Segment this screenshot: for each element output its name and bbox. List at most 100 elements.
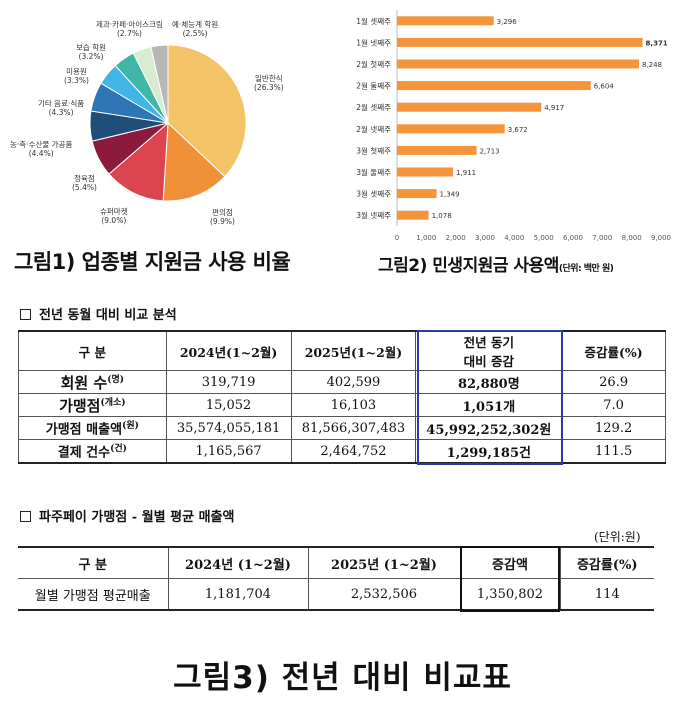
pie-chart-svg bbox=[89, 44, 247, 202]
x-tick-label: 8,000 bbox=[622, 234, 642, 242]
cell-diff: 1,299,185건 bbox=[415, 439, 563, 464]
category-label: 3월 셋째주 bbox=[356, 189, 391, 199]
cell-2024: 1,181,704 bbox=[167, 578, 308, 611]
bar-8 bbox=[397, 189, 437, 199]
table-row: 가맹점(개소) 15,052 16,103 1,051개 7.0 bbox=[18, 393, 666, 417]
header-rate: 증감률(%) bbox=[561, 330, 666, 371]
pie-label-convenience: 편의점 (9.9%) bbox=[210, 208, 235, 226]
cell-2024: 35,574,055,181 bbox=[165, 416, 292, 440]
checkbox-square-icon bbox=[20, 511, 31, 522]
data-label: 8,248 bbox=[642, 61, 662, 69]
pie-slice-2 bbox=[108, 121, 169, 202]
cell-diff: 1,051개 bbox=[415, 393, 563, 417]
header-category: 구 분 bbox=[18, 330, 167, 371]
bar-4 bbox=[397, 102, 542, 112]
table-row: 결제 건수(건) 1,165,567 2,464,752 1,299,185건 … bbox=[18, 439, 666, 464]
cell-2025: 16,103 bbox=[290, 393, 417, 417]
bar-3 bbox=[397, 81, 591, 91]
bar-1 bbox=[397, 37, 643, 47]
cell-rate: 111.5 bbox=[561, 439, 666, 464]
data-label: 6,604 bbox=[594, 83, 615, 91]
cell-rate: 129.2 bbox=[561, 416, 666, 440]
x-tick-label: 3,000 bbox=[475, 234, 495, 242]
pie-label-butcher: 정육점 (5.4%) bbox=[72, 174, 97, 192]
x-tick-label: 0 bbox=[395, 234, 399, 242]
table-row: 회원 수(명) 319,719 402,599 82,880명 26.9 bbox=[18, 370, 666, 394]
row-label: 월별 가맹점 평균매출 bbox=[18, 578, 168, 611]
figure2-caption: 그림2) 민생지원금 사용액(단위: 백만 원) bbox=[378, 256, 614, 276]
pie-label-cafe: 제과·카페·아이스크림 (2.7%) bbox=[96, 20, 163, 38]
pie-label-other-food: 기타 음료·식품 (4.3%) bbox=[38, 99, 85, 117]
header-2024: 2024년 (1~2월) bbox=[167, 546, 308, 579]
monthly-sales-table: 구 분 2024년 (1~2월) 2025년 (1~2월) 증감액 증감률(%)… bbox=[18, 546, 654, 611]
header-2025: 2025년(1~2월) bbox=[290, 330, 417, 371]
category-label: 2월 첫째주 bbox=[356, 59, 391, 69]
data-label: 4,917 bbox=[544, 104, 564, 112]
category-label: 1월 넷째주 bbox=[356, 37, 391, 47]
pie-slice-9 bbox=[150, 44, 169, 124]
x-tick-label: 7,000 bbox=[592, 234, 612, 242]
category-label: 2월 넷째주 bbox=[356, 124, 391, 134]
table-row: 월별 가맹점 평균매출 1,181,704 2,532,506 1,350,80… bbox=[18, 578, 654, 611]
data-label: 1,911 bbox=[456, 169, 476, 177]
table1-heading: 전년 동월 대비 비교 분석 bbox=[20, 304, 177, 323]
x-tick-label: 2,000 bbox=[446, 234, 466, 242]
table-header-row: 구 분 2024년 (1~2월) 2025년 (1~2월) 증감액 증감률(%) bbox=[18, 546, 654, 579]
cell-rate: 114 bbox=[559, 578, 654, 611]
data-label: 3,672 bbox=[508, 126, 528, 134]
cell-2024: 1,165,567 bbox=[165, 439, 292, 464]
comparison-table: 구 분 2024년(1~2월) 2025년(1~2월) 전년 동기 대비 증감 증… bbox=[18, 330, 666, 464]
bar-0 bbox=[397, 16, 494, 26]
category-label: 3월 첫째주 bbox=[356, 145, 391, 155]
cell-2025: 2,532,506 bbox=[307, 578, 460, 611]
header-diff: 증감액 bbox=[459, 546, 560, 579]
header-diff: 전년 동기 대비 증감 bbox=[415, 330, 563, 371]
category-label: 2월 셋째주 bbox=[356, 102, 391, 112]
row-label: 회원 수(명) bbox=[18, 370, 167, 394]
table2-heading: 파주페이 가맹점 - 월별 평균 매출액 bbox=[20, 506, 234, 525]
bar-chart-svg: 1월 셋째주 3,296 1월 넷째주 8,371 2월 첫째주 8,248 2월 둘째주 6… bbox=[356, 10, 671, 242]
data-label: 8,371 bbox=[646, 39, 668, 47]
figure3-caption: 그림3) 전년 대비 비교표 bbox=[173, 660, 512, 696]
header-2025: 2025년 (1~2월) bbox=[307, 546, 460, 579]
row-label: 결제 건수(건) bbox=[18, 439, 167, 464]
pie-label-supermarket: 슈퍼마켓 (9.0%) bbox=[100, 207, 128, 225]
x-tick-label: 5,000 bbox=[534, 234, 554, 242]
bar-2 bbox=[397, 59, 639, 69]
checkbox-square-icon bbox=[20, 309, 31, 320]
x-tick-label: 9,000 bbox=[651, 234, 671, 242]
pie-slice-1 bbox=[162, 121, 226, 202]
bar-7 bbox=[397, 167, 454, 177]
category-label: 1월 셋째주 bbox=[356, 16, 391, 26]
pie-label-korean-food: 일반한식 (26.3%) bbox=[254, 74, 284, 92]
figure1-caption: 그림1) 업종별 지원금 사용 비율 bbox=[14, 250, 291, 274]
data-label: 1,349 bbox=[440, 191, 460, 199]
cell-diff: 82,880명 bbox=[415, 370, 563, 394]
x-tick-label: 4,000 bbox=[504, 234, 524, 242]
x-tick-label: 1,000 bbox=[416, 234, 436, 242]
row-label: 가맹점(개소) bbox=[18, 393, 167, 417]
table-row: 가맹점 매출액(원) 35,574,055,181 81,566,307,483… bbox=[18, 416, 666, 440]
cell-2024: 15,052 bbox=[165, 393, 292, 417]
row-label: 가맹점 매출액(원) bbox=[18, 416, 167, 440]
category-label: 3월 넷째주 bbox=[356, 210, 391, 220]
pie-label-tutoring: 보습 학원 (3.2%) bbox=[76, 43, 106, 61]
pie-chart: 제과·카페·아이스크림 (2.7%) 예·체능계 학원 (2.5%) 보습 학원 (3… bbox=[0, 0, 340, 240]
table-header-row: 구 분 2024년(1~2월) 2025년(1~2월) 전년 동기 대비 증감 증… bbox=[18, 330, 666, 371]
data-label: 2,713 bbox=[480, 147, 500, 155]
data-label: 3,296 bbox=[497, 18, 518, 26]
bar-chart: 1월 셋째주 3,296 1월 넷째주 8,371 2월 첫째주 8,248 2월 둘째주 6… bbox=[340, 0, 685, 245]
cell-2024: 319,719 bbox=[165, 370, 292, 394]
cell-2025: 2,464,752 bbox=[290, 439, 417, 464]
category-label: 3월 둘째주 bbox=[356, 167, 391, 177]
pie-label-beauty: 미용원 (3.3%) bbox=[64, 67, 89, 85]
table2-unit: (단위:원) bbox=[594, 530, 641, 544]
header-rate: 증감률(%) bbox=[559, 546, 654, 579]
header-2024: 2024년(1~2월) bbox=[165, 330, 292, 371]
pie-label-arts-academy: 예·체능계 학원 (2.5%) bbox=[172, 20, 219, 38]
cell-rate: 7.0 bbox=[561, 393, 666, 417]
pie-slice-0 bbox=[167, 44, 247, 178]
bar-9 bbox=[397, 210, 429, 220]
bar-5 bbox=[397, 124, 505, 134]
cell-diff: 1,350,802 bbox=[459, 578, 560, 611]
